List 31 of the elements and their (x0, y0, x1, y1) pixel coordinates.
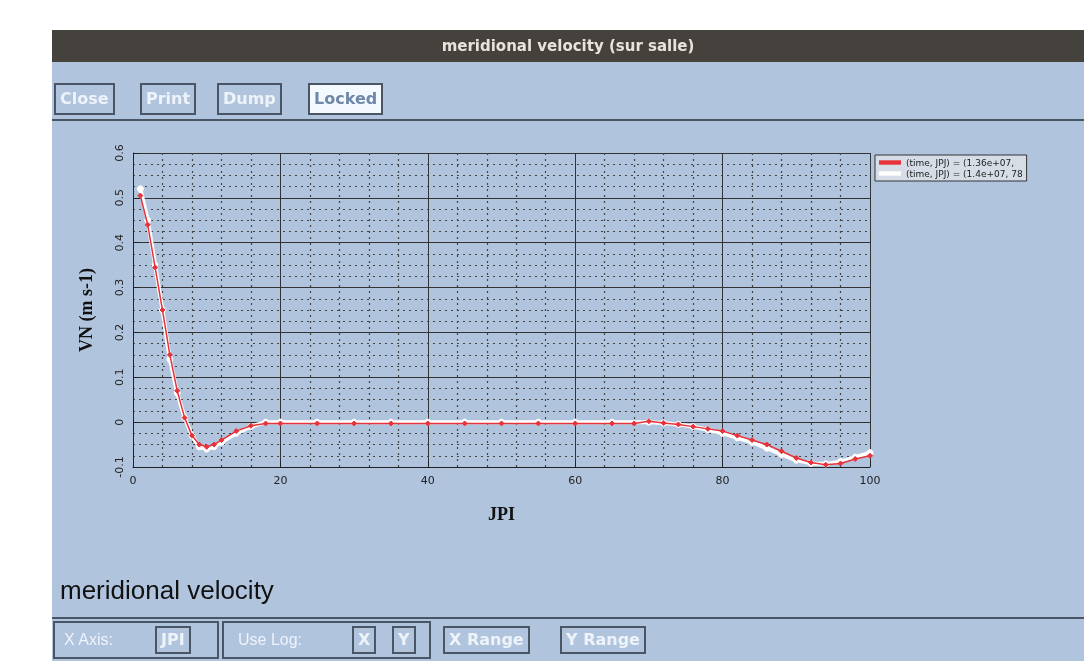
y-tick-label: 0.6 (113, 144, 126, 162)
x-tick-label: 40 (420, 474, 435, 487)
text: X Axis: (64, 631, 113, 649)
text: Locked (308, 83, 384, 115)
x-tick-label: 0 (129, 474, 137, 487)
text: X Range (443, 626, 530, 654)
x-axis-title: JPI (488, 504, 515, 524)
text: Print (140, 83, 197, 115)
x-tick-label: 80 (715, 474, 730, 487)
x-tick-label: 60 (568, 474, 583, 487)
y-tick-label: 0.3 (113, 278, 126, 297)
y-tick-label: 0.1 (113, 368, 126, 387)
text: Use Log: (238, 631, 303, 649)
chart-title: meridional velocity (sur salle) (52, 30, 1084, 62)
text: Close (54, 83, 115, 115)
legend-label: (time, JPJ) = (1.36e+07, (906, 157, 1015, 168)
legend-label: (time, JPJ) = (1.4e+07, 78 (906, 168, 1023, 179)
y-tick-label: 0.5 (113, 189, 126, 207)
x-tick-label: 100 (859, 474, 881, 487)
text: JPI (155, 626, 191, 654)
x-tick-label: 20 (273, 474, 288, 487)
y-tick-label: 0 (113, 418, 126, 426)
y-tick-label: 0.2 (113, 323, 126, 342)
y-axis-title: VN (m s-1) (76, 268, 97, 352)
text: Y Range (560, 626, 646, 654)
text: meridional velocity (60, 575, 274, 606)
y-tick-label: -0.1 (113, 456, 126, 478)
text: Dump (217, 83, 282, 115)
text: X (352, 626, 377, 654)
text: Y (392, 626, 416, 654)
y-tick-label: 0.4 (113, 233, 126, 252)
